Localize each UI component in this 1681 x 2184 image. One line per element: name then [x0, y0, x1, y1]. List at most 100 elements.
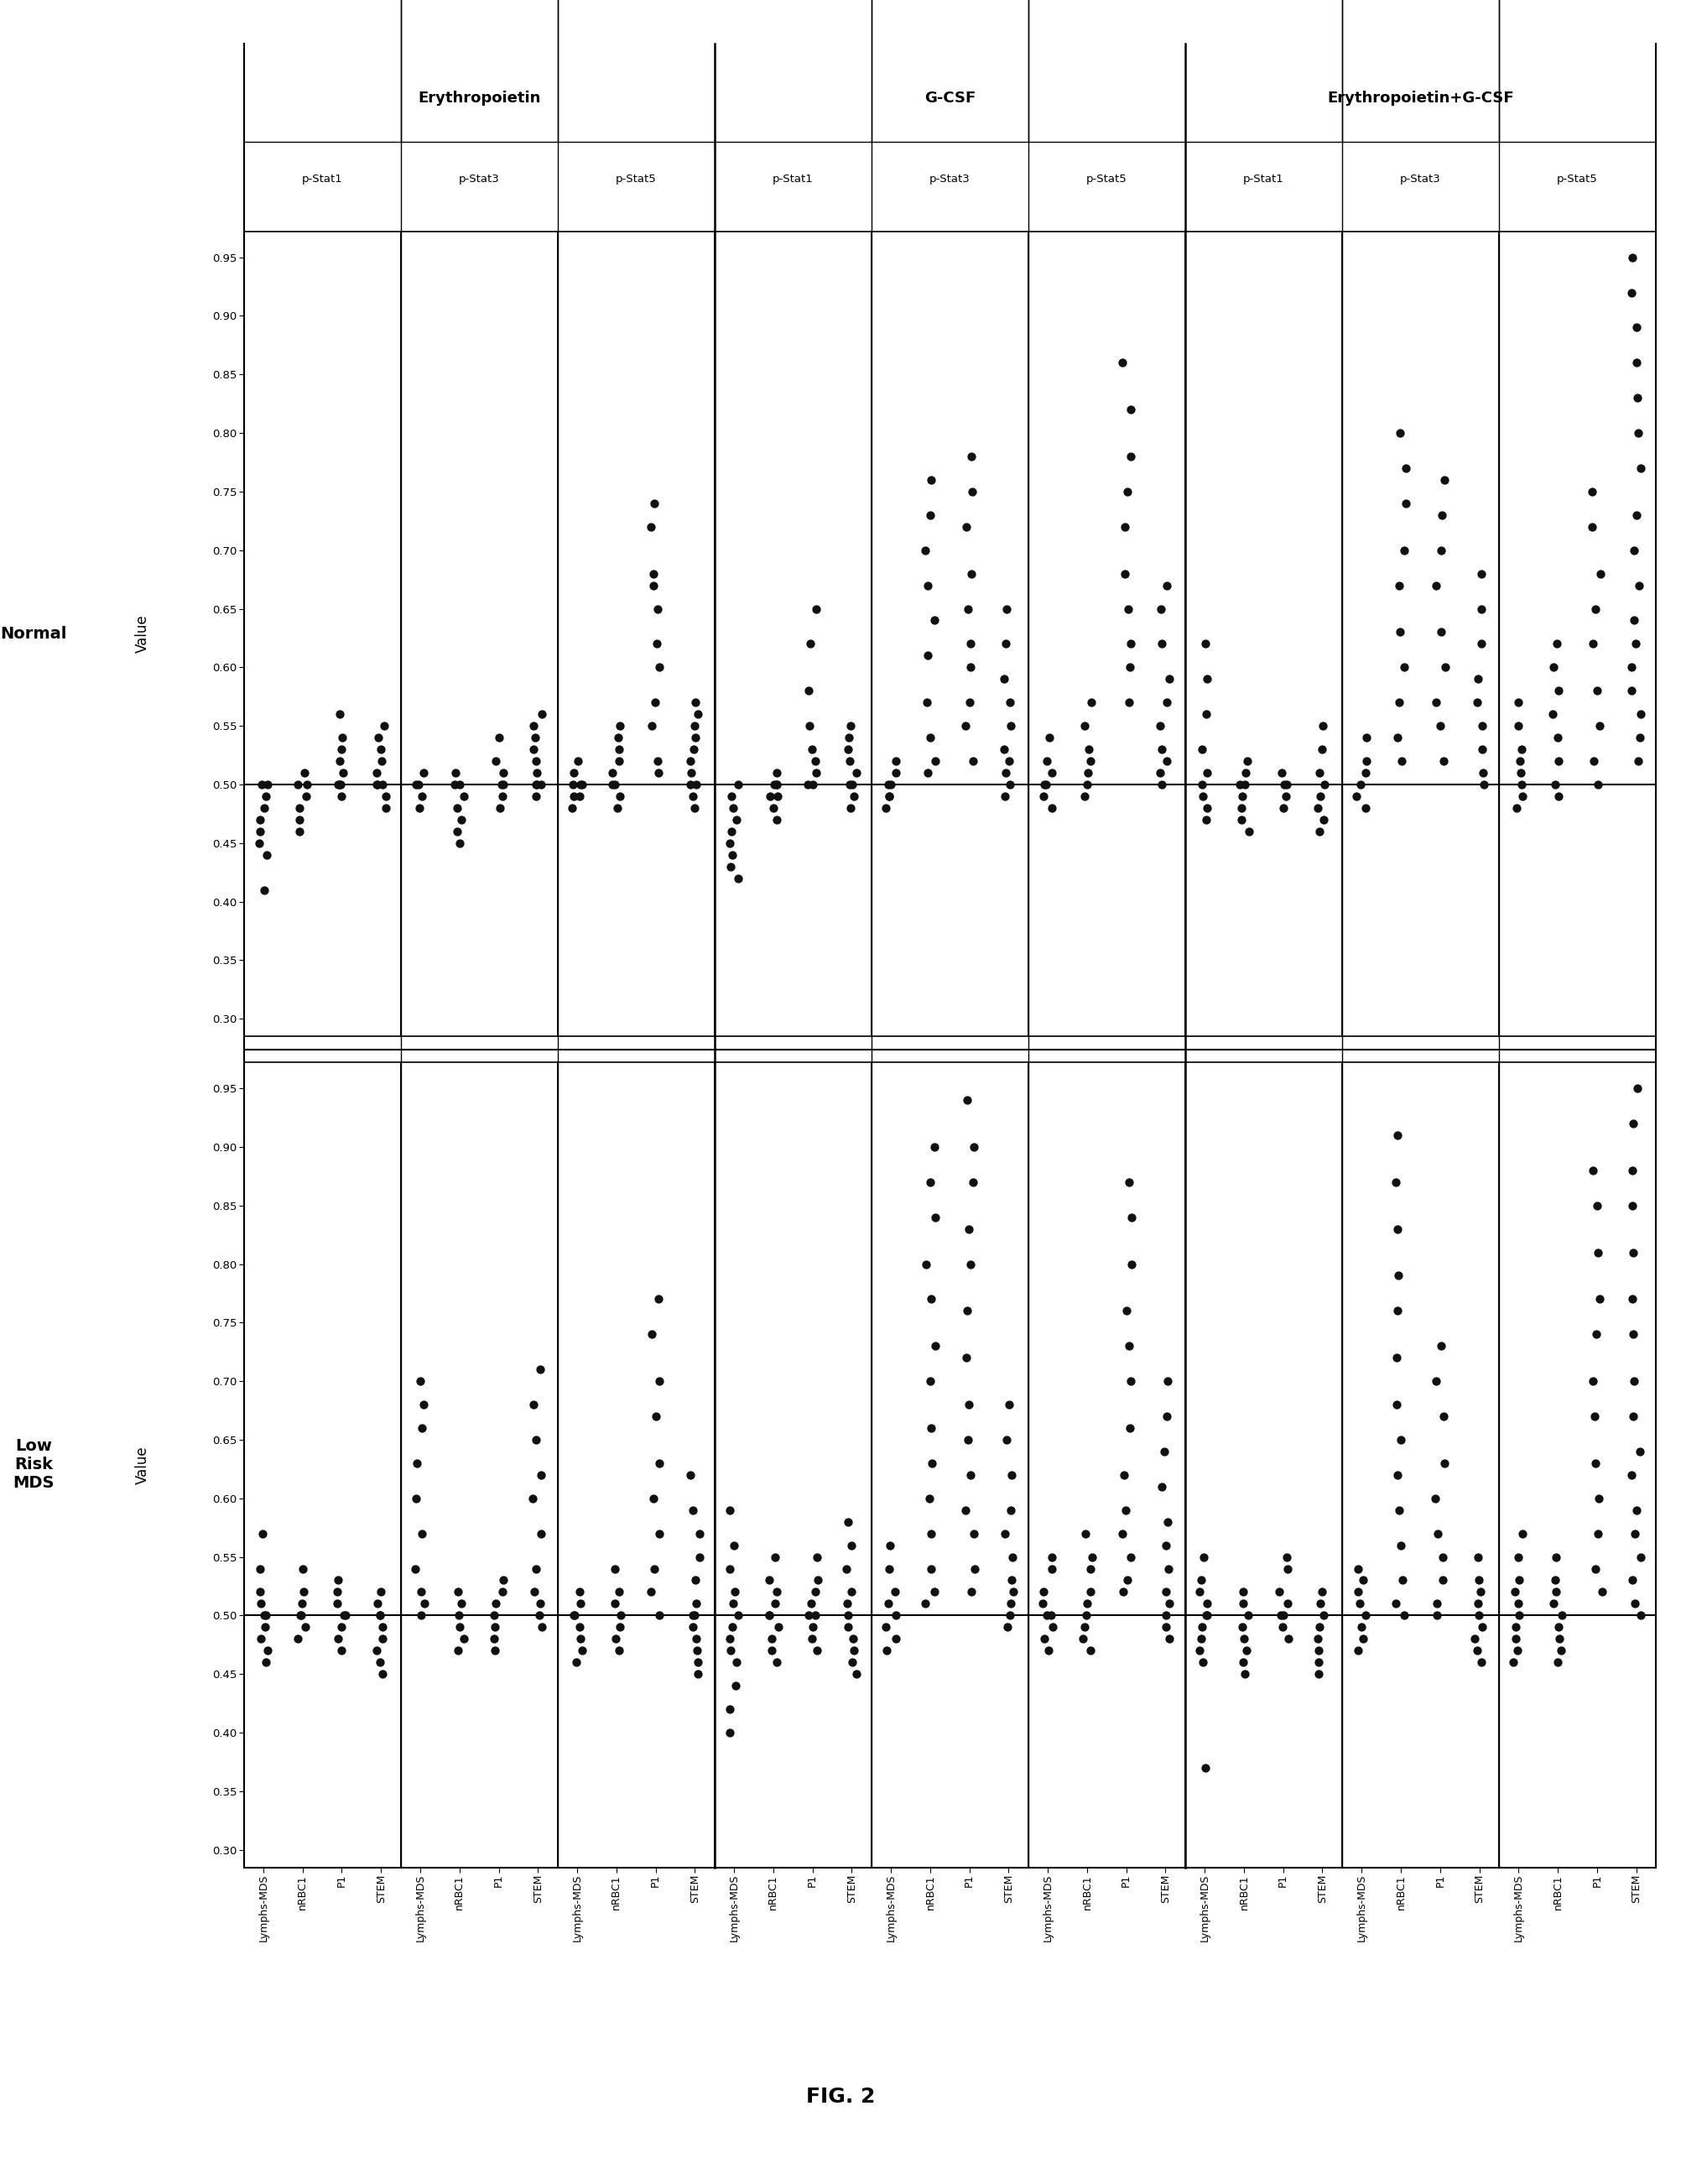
Point: [519, 1387, 546, 1422]
Point: [883, 743, 909, 778]
Point: [1545, 780, 1572, 815]
Point: [1030, 780, 1057, 815]
Point: [1619, 651, 1646, 686]
Point: [481, 1599, 508, 1634]
Point: [837, 767, 864, 802]
Point: [918, 463, 945, 498]
Point: [528, 1457, 555, 1492]
Point: [995, 1387, 1022, 1422]
Point: [602, 1621, 629, 1655]
Point: [1039, 1551, 1066, 1586]
Point: [1153, 1505, 1180, 1540]
Point: [993, 592, 1020, 627]
Point: [719, 791, 746, 826]
Point: [1345, 1634, 1372, 1669]
Point: [876, 780, 903, 815]
Point: [291, 1575, 318, 1610]
Point: [955, 1422, 982, 1457]
Text: G-CSF: G-CSF: [925, 92, 975, 105]
Point: [958, 474, 985, 509]
Point: [1547, 1621, 1573, 1655]
Point: [1030, 1621, 1057, 1655]
Point: [1353, 791, 1380, 826]
Point: [1113, 1293, 1140, 1328]
Point: [686, 1516, 713, 1551]
Text: p-Stat1: p-Stat1: [773, 175, 814, 186]
Point: [883, 1599, 909, 1634]
Point: [412, 1586, 439, 1621]
Point: [410, 1387, 437, 1422]
Point: [1308, 1586, 1335, 1621]
Point: [1111, 509, 1138, 544]
Point: [1155, 1551, 1182, 1586]
Point: [407, 1599, 434, 1634]
Point: [1540, 1586, 1567, 1621]
Point: [958, 557, 985, 592]
Point: [1390, 533, 1417, 568]
Point: [681, 791, 708, 826]
Point: [254, 767, 281, 802]
Point: [956, 686, 983, 721]
Point: [918, 1516, 945, 1551]
Point: [1464, 686, 1491, 721]
Point: [1030, 767, 1057, 802]
Point: [837, 1575, 864, 1610]
Point: [716, 1714, 743, 1749]
Point: [1309, 732, 1336, 767]
Point: [326, 697, 353, 732]
Point: [1619, 1317, 1646, 1352]
Point: [1469, 732, 1496, 767]
Point: [1468, 557, 1494, 592]
Point: [763, 756, 790, 791]
Point: [605, 732, 632, 767]
Point: [1350, 1564, 1377, 1599]
Point: [1619, 240, 1646, 275]
Point: [804, 756, 830, 791]
Point: [997, 1492, 1024, 1527]
Point: [1471, 767, 1498, 802]
Point: [639, 1317, 666, 1352]
Point: [605, 1634, 632, 1669]
Point: [1072, 1516, 1099, 1551]
Point: [1582, 1551, 1609, 1586]
Point: [721, 1575, 748, 1610]
Point: [1619, 1398, 1646, 1433]
Point: [368, 767, 395, 802]
Point: [444, 791, 471, 826]
Point: [1582, 1446, 1609, 1481]
Point: [445, 826, 472, 860]
Point: [716, 1621, 743, 1655]
Point: [1113, 1492, 1140, 1527]
Point: [958, 439, 985, 474]
Point: [254, 836, 281, 871]
Point: [646, 1516, 672, 1551]
Point: [682, 686, 709, 721]
Point: [602, 1586, 629, 1621]
Point: [1383, 1341, 1410, 1376]
Point: [442, 767, 469, 802]
Point: [1078, 1575, 1104, 1610]
Point: [1589, 1575, 1615, 1610]
Point: [804, 592, 830, 627]
Text: Erythropoietin: Erythropoietin: [417, 92, 541, 105]
Point: [568, 767, 595, 802]
Point: [481, 1634, 508, 1669]
Point: [956, 1457, 983, 1492]
Point: [1504, 1634, 1531, 1669]
Point: [1227, 802, 1254, 836]
Point: [366, 1645, 393, 1679]
Point: [1153, 686, 1180, 721]
Point: [1227, 767, 1254, 802]
Point: [1236, 815, 1262, 850]
Point: [245, 826, 272, 860]
Point: [602, 1551, 629, 1586]
Point: [1424, 1586, 1451, 1621]
Point: [408, 1411, 435, 1446]
Point: [329, 756, 356, 791]
Point: [1269, 1610, 1296, 1645]
Point: [1622, 1492, 1649, 1527]
Point: [1619, 1153, 1646, 1188]
Point: [1468, 1645, 1494, 1679]
Point: [247, 802, 274, 836]
Point: [992, 627, 1019, 662]
